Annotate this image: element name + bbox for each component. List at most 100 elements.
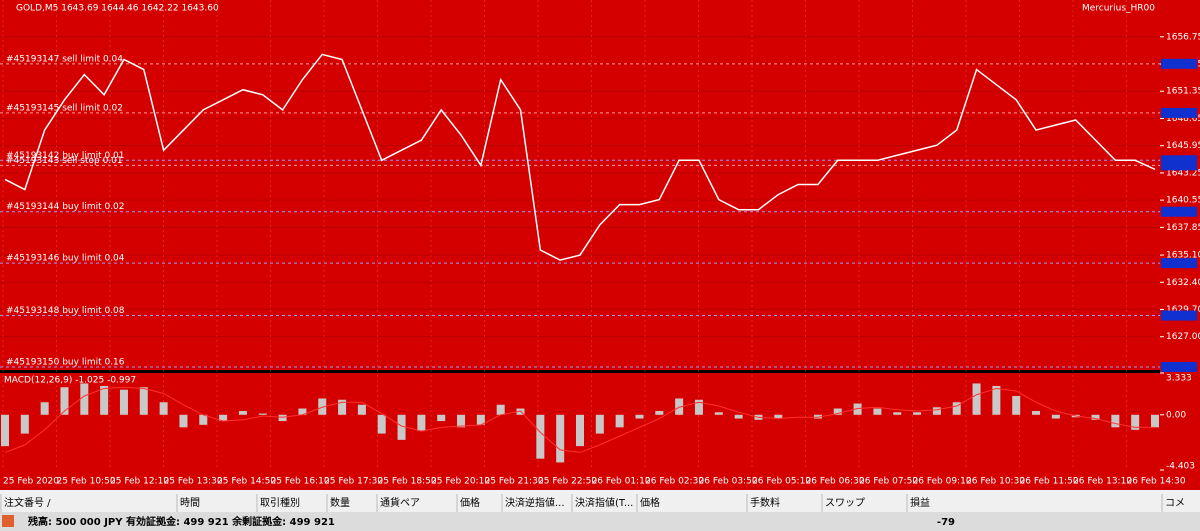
y-tick-label: 1643.25 <box>1166 168 1200 178</box>
column-header: 価格 <box>460 496 480 509</box>
order-label: #45193143 sell stop 0.01 <box>6 156 123 166</box>
x-tick-label: 26 Feb 10:30 <box>966 477 1025 487</box>
macd-bar <box>714 412 723 415</box>
column-header: コメ <box>1165 498 1185 509</box>
macd-bar <box>100 385 109 415</box>
x-tick-label: 25 Feb 14:50 <box>217 477 276 487</box>
profit: -79 <box>937 517 955 528</box>
macd-bar <box>536 414 545 459</box>
column-header: 損益 <box>910 496 930 509</box>
order-label: #45193146 buy limit 0.04 <box>6 254 125 264</box>
x-tick-label: 26 Feb 14:30 <box>1127 477 1186 487</box>
column-header: 注文番号 / <box>4 496 51 509</box>
y-tick-label: 3.333 <box>1166 374 1192 384</box>
macd-bar <box>1131 414 1140 430</box>
chart-title: GOLD,M5 1643.69 1644.46 1642.22 1643.60 <box>16 4 219 14</box>
macd-bar <box>437 414 446 422</box>
y-tick-label: 1629.70 <box>1166 305 1200 315</box>
macd-bar <box>417 414 426 432</box>
macd-title: MACD(12,26,9) -1.025 -0.997 <box>4 376 136 386</box>
macd-bar <box>139 387 148 415</box>
terminal: 残高: 500 000 JPY 有効証拠金: 499 921 余剰証拠金: 49… <box>0 490 1200 531</box>
macd-bar <box>972 383 981 415</box>
order-label: #45193145 sell limit 0.02 <box>6 103 123 113</box>
macd-bar <box>219 414 228 422</box>
macd-bar <box>873 408 882 415</box>
macd-bar <box>199 414 208 425</box>
y-tick-label: 1640.55 <box>1166 196 1200 206</box>
expert-name: Mercurius_HR00 <box>1082 4 1155 14</box>
macd-bar <box>1051 414 1060 419</box>
macd-bar <box>238 411 247 415</box>
x-tick-label: 25 Feb 17:30 <box>324 477 383 487</box>
order-price-box <box>1161 206 1197 217</box>
order-label: #45193150 buy limit 0.16 <box>6 357 125 367</box>
macd-bar <box>952 402 961 415</box>
order-price-box <box>1161 58 1197 69</box>
macd-bar <box>397 414 406 440</box>
x-tick-label: 26 Feb 06:30 <box>806 477 865 487</box>
x-tick-label: 25 Feb 20:10 <box>431 477 490 487</box>
column-header: スワップ <box>825 497 865 509</box>
macd-bar <box>179 414 188 428</box>
macd-bar <box>615 414 624 428</box>
y-tick-label: 1632.40 <box>1166 278 1200 288</box>
column-header: 時間 <box>180 497 200 509</box>
macd-bar <box>556 414 565 463</box>
macd-bar <box>694 399 703 415</box>
macd-bar <box>734 414 743 419</box>
order-price-box <box>1161 361 1197 372</box>
column-header: 手数料 <box>750 496 780 509</box>
order-price-box <box>1161 258 1197 269</box>
macd-bar <box>1012 395 1021 415</box>
x-tick-label: 25 Feb 21:30 <box>485 477 544 487</box>
y-tick-label: 1635.10 <box>1166 251 1200 261</box>
order-price-box <box>1161 107 1197 118</box>
macd-bar <box>119 389 128 415</box>
macd-bar <box>1111 414 1120 428</box>
macd-bar <box>1151 414 1159 428</box>
y-tick-label: 1648.65 <box>1166 114 1200 124</box>
column-header: 数量 <box>330 496 350 509</box>
macd-bar <box>813 414 822 419</box>
order-price-box <box>1161 155 1197 166</box>
y-tick-label: 1651.35 <box>1166 87 1200 97</box>
column-header: 決済指値(T... <box>575 496 633 509</box>
signal-line <box>4 386 1155 453</box>
order-label: #45193142 buy limit 0.01 <box>6 151 125 161</box>
y-tick-label: 1627.00 <box>1166 332 1200 342</box>
balance-row <box>0 512 1200 531</box>
x-tick-label: 26 Feb 02:30 <box>645 477 704 487</box>
column-header: 価格 <box>640 496 660 509</box>
macd-bar <box>298 408 307 415</box>
time-axis <box>0 470 1160 490</box>
price-axis <box>1160 0 1200 490</box>
y-tick-label: 1645.95 <box>1166 141 1200 151</box>
column-header: 決済逆指値... <box>505 496 565 509</box>
macd-bar <box>655 411 664 415</box>
macd-bar <box>774 414 783 419</box>
y-tick-label: 0.00 <box>1166 410 1186 420</box>
order-label: #45193144 buy limit 0.02 <box>6 202 125 212</box>
macd-bar <box>278 414 287 422</box>
macd-bar <box>893 412 902 415</box>
order-price-box <box>1161 310 1197 321</box>
x-tick-label: 26 Feb 03:50 <box>699 477 758 487</box>
macd-bar <box>675 398 684 415</box>
price-line <box>4 53 1156 261</box>
order-label: #45193148 buy limit 0.08 <box>6 306 125 316</box>
macd-bar <box>853 403 862 415</box>
x-tick-label: 26 Feb 01:10 <box>592 477 651 487</box>
macd-bar <box>595 414 604 434</box>
order-price-box <box>1161 160 1197 171</box>
macd-bar <box>457 414 466 428</box>
macd-bar <box>496 404 505 415</box>
macd-bar <box>1 414 9 447</box>
column-header: 通貨ペア <box>380 496 420 509</box>
macd-bar <box>476 414 485 425</box>
x-tick-label: 25 Feb 13:30 <box>164 477 223 487</box>
x-tick-label: 25 Feb 10:50 <box>57 477 116 487</box>
macd-bar <box>258 413 267 415</box>
